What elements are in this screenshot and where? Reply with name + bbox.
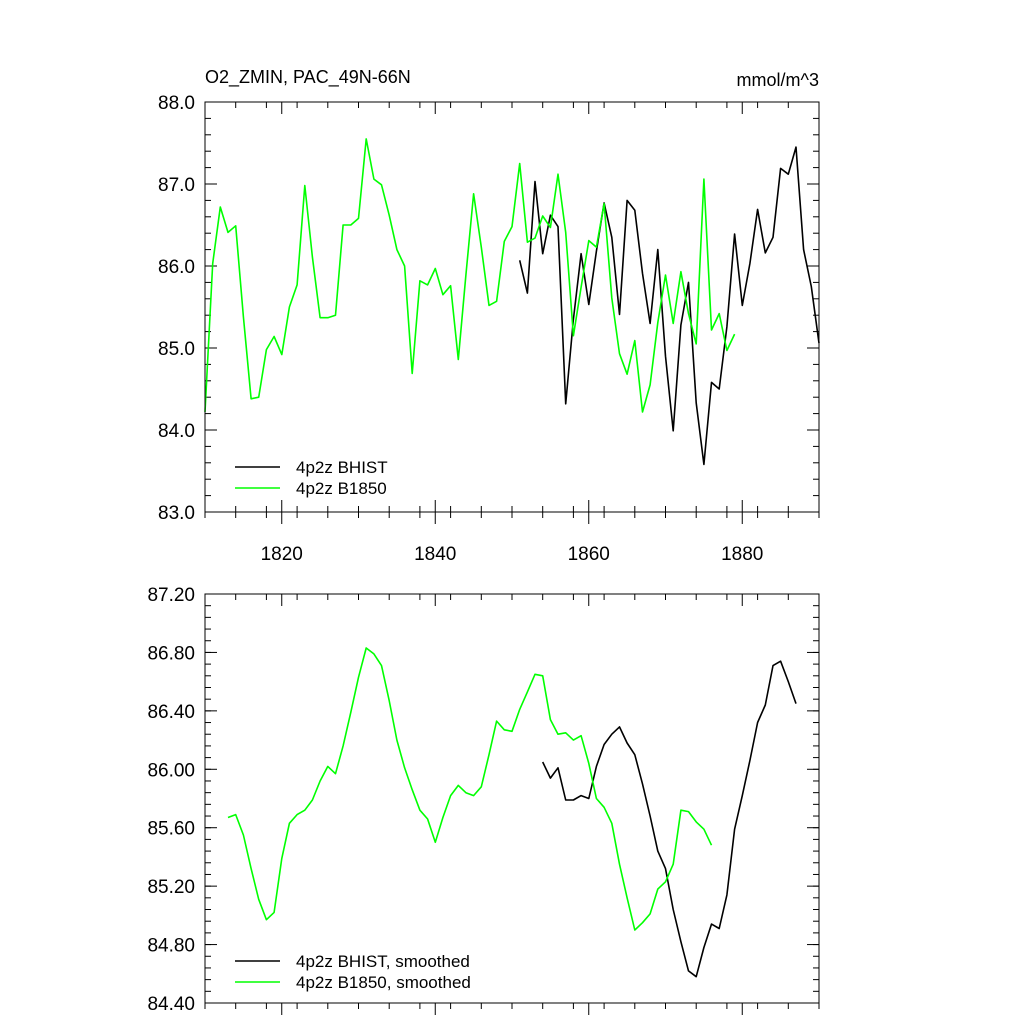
y-tick-label: 88.0 (158, 93, 195, 114)
legend-label: 4p2z B1850, smoothed (296, 973, 471, 992)
series-line-4p2z-b1850 (204, 138, 736, 413)
y-tick-label: 86.40 (147, 702, 195, 723)
top-y-tick-labels: 83.0 84.0 85.0 86.0 87.0 88.0 (158, 93, 195, 524)
top-series (204, 138, 820, 466)
bottom-y-tick-labels: 84.40 84.80 85.20 85.60 86.00 86.40 86.80 87.20 (147, 585, 195, 1015)
x-tick-label: 1820 (261, 544, 303, 565)
y-tick-label: 87.20 (147, 585, 195, 606)
x-tick-label: 1840 (414, 544, 456, 565)
y-tick-label: 86.0 (158, 257, 195, 278)
top-chart-title: O2_ZMIN, PAC_49N-66N (205, 67, 411, 88)
series-line-4p2z-bhist-smoothed (541, 660, 797, 978)
top-x-tick-labels: 1820 1840 1860 1880 (261, 544, 764, 565)
bottom-series (227, 647, 797, 978)
top-units-label: mmol/m^3 (737, 70, 819, 90)
bottom-plot-frame (204, 593, 820, 1004)
y-tick-label: 83.0 (158, 503, 195, 524)
y-tick-label: 85.60 (147, 819, 195, 840)
top-minor-ticks (204, 101, 820, 518)
y-tick-label: 84.80 (147, 936, 195, 957)
y-tick-label: 84.40 (147, 994, 195, 1015)
bottom-panel: 84.40 84.80 85.20 85.60 86.00 86.40 86.80 87.20… (147, 585, 820, 1015)
x-tick-label: 1880 (721, 544, 763, 565)
top-panel: 83.0 84.0 85.0 86.0 87.0 88.0 1820 1840 1860 188… (158, 67, 820, 565)
y-tick-label: 84.0 (158, 421, 195, 442)
legend-label: 4p2z BHIST (296, 458, 388, 477)
y-tick-label: 86.00 (147, 760, 195, 781)
y-tick-label: 87.0 (158, 175, 195, 196)
y-tick-label: 85.0 (158, 339, 195, 360)
legend-label: 4p2z BHIST, smoothed (296, 952, 470, 971)
bottom-minor-ticks (204, 593, 820, 1009)
series-line-4p2z-b1850-smoothed (227, 647, 713, 931)
top-plot-frame (204, 101, 820, 513)
y-tick-label: 85.20 (147, 877, 195, 898)
legend-label: 4p2z B1850 (296, 479, 387, 498)
series-line-4p2z-bhist (518, 146, 820, 466)
bottom-legend: 4p2z BHIST, smoothed 4p2z B1850, smoothed (235, 952, 471, 992)
top-legend: 4p2z BHIST 4p2z B1850 (235, 458, 388, 498)
y-tick-label: 86.80 (147, 643, 195, 664)
x-tick-label: 1860 (568, 544, 610, 565)
